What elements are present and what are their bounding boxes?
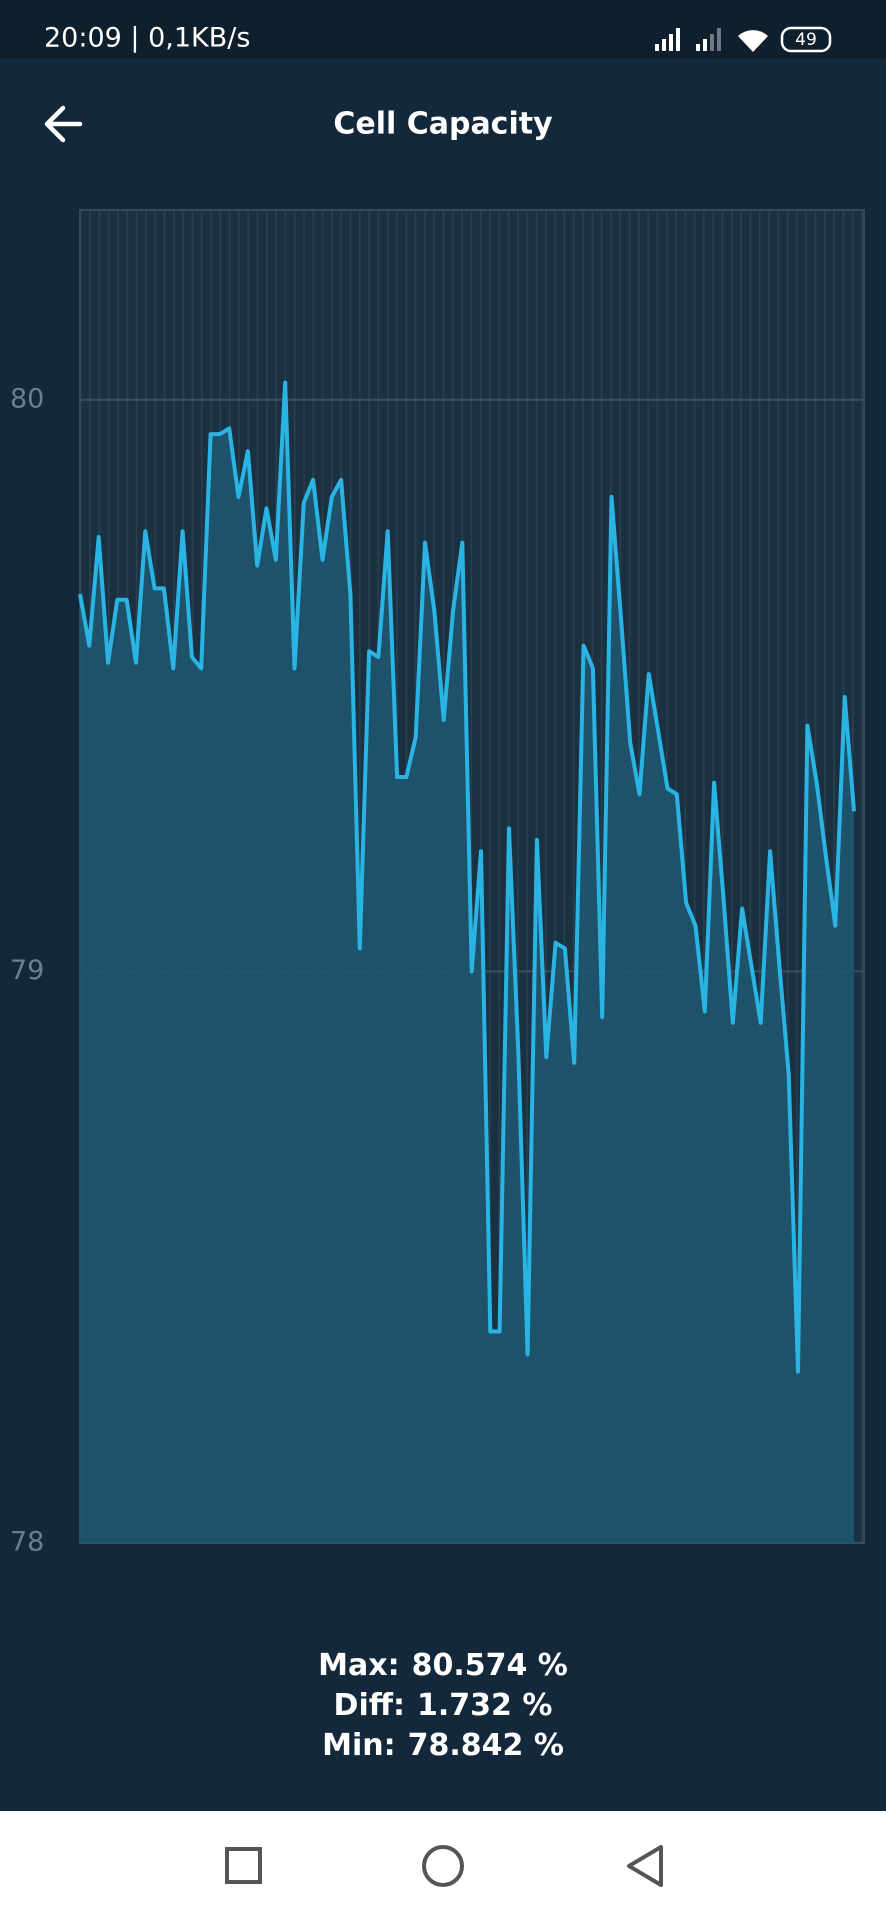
header-title: Cell Capacity — [333, 107, 553, 142]
stat: Min: 78.842 % — [322, 1728, 564, 1763]
y-tick-label: 80 — [10, 383, 44, 414]
battery-level: 49 — [795, 30, 817, 50]
stats: Max: 80.574 %Diff: 1.732 % Min: 78.842 % — [318, 1648, 568, 1763]
recents-button[interactable] — [225, 1847, 262, 1884]
back-button[interactable] — [44, 105, 83, 143]
stat-label: Max: — [318, 1648, 399, 1683]
home-button[interactable] — [422, 1845, 464, 1887]
stat: Max: 80.574 % — [318, 1648, 568, 1683]
nav-bar — [0, 1811, 886, 1920]
battery-icon — [780, 26, 832, 53]
stat-value: 78.842 % — [408, 1728, 564, 1763]
back-nav-button[interactable] — [627, 1845, 663, 1887]
chart: 78 79 80 — [10, 380, 864, 1558]
stat-label: Diff: — [334, 1688, 405, 1723]
y-tick-label: 78 — [10, 1527, 44, 1558]
area — [80, 382, 854, 1544]
status-bar — [0, 0, 886, 59]
line — [78, 380, 856, 1374]
y-tick-label: 79 — [10, 955, 44, 986]
stat-label: Min: — [322, 1728, 396, 1763]
stat-value: 80.574 % — [412, 1648, 568, 1683]
signal-icons — [655, 28, 768, 52]
stat-value: 1.732 % — [417, 1688, 552, 1723]
stat: Diff: 1.732 % — [334, 1688, 553, 1723]
status-time: 20:09 | 0,1KB/s — [44, 23, 250, 54]
